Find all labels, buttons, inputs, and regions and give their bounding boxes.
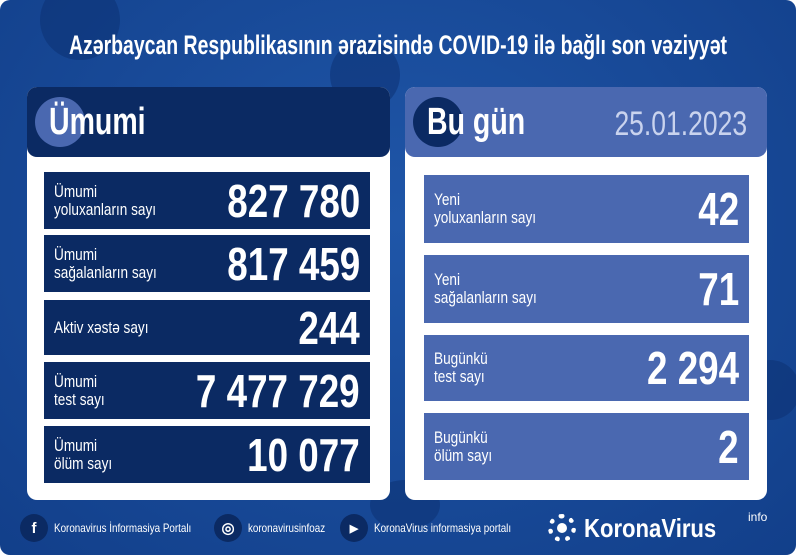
stat-value: 7 477 729 bbox=[196, 364, 360, 417]
stat-label: Ümumi yoluxanların sayı bbox=[54, 181, 157, 219]
stat-value: 2 294 bbox=[646, 342, 739, 394]
stat-value: 10 077 bbox=[247, 428, 360, 481]
stat-row: Aktiv xəstə sayı 244 bbox=[44, 300, 370, 355]
stat-row: Yeni yoluxanların sayı 42 bbox=[424, 175, 749, 243]
instagram-label: koronavirusinfoaz bbox=[248, 521, 326, 535]
stat-value: 817 459 bbox=[226, 237, 360, 290]
stat-value: 42 bbox=[698, 183, 739, 235]
stat-label: Yeni yoluxanların sayı bbox=[434, 190, 537, 227]
virus-icon bbox=[35, 97, 85, 147]
today-header: Bu gün 25.01.2023 bbox=[405, 87, 767, 157]
instagram-icon: ◎ bbox=[214, 514, 242, 542]
brand-sup: info bbox=[748, 510, 768, 524]
stat-row: Ümumi test sayı 7 477 729 bbox=[44, 362, 370, 419]
date: 25.01.2023 bbox=[614, 105, 747, 143]
stat-label: Bugünkü test sayı bbox=[434, 349, 488, 386]
stat-value: 2 bbox=[718, 420, 739, 473]
stat-row: Ümumi sağalanların sayı 817 459 bbox=[44, 235, 370, 292]
brand-name: KoronaVirus bbox=[584, 513, 717, 543]
youtube-icon: ▶ bbox=[340, 514, 368, 542]
stat-label: Ümumi ölüm sayı bbox=[54, 435, 113, 473]
total-heading: Ümumi bbox=[49, 101, 146, 143]
stat-row: Bugünkü test sayı 2 294 bbox=[424, 335, 749, 401]
stat-row: Ümumi ölüm sayı 10 077 bbox=[44, 426, 370, 483]
stat-label: Ümumi test sayı bbox=[54, 371, 105, 409]
facebook-icon: f bbox=[20, 514, 48, 542]
footer: f Koronavirus İnformasiya Portalı ◎ korona… bbox=[0, 510, 796, 545]
sun-logo-icon bbox=[548, 514, 576, 542]
facebook-label: Koronavirus İnformasiya Portalı bbox=[54, 521, 192, 535]
today-heading: Bu gün bbox=[427, 101, 526, 143]
youtube-label: KoronaVirus informasiya portalı bbox=[374, 521, 512, 535]
virus-icon bbox=[413, 97, 463, 147]
brand-logo: KoronaVirus info bbox=[548, 510, 788, 544]
today-panel: Bu gün 25.01.2023 Yeni yoluxanların sayı… bbox=[405, 87, 767, 500]
stat-label: Yeni sağalanların sayı bbox=[434, 270, 537, 307]
stat-value: 71 bbox=[698, 263, 739, 315]
page-title: Azərbaycan Respublikasının ərazisində CO… bbox=[69, 30, 727, 60]
stat-label: Ümumi sağalanların sayı bbox=[54, 244, 157, 282]
stat-value: 827 780 bbox=[226, 174, 360, 227]
stat-row: Bugünkü ölüm sayı 2 bbox=[424, 413, 749, 480]
stat-label: Bugünkü ölüm sayı bbox=[434, 427, 493, 465]
stat-row: Ümumi yoluxanların sayı 827 780 bbox=[44, 172, 370, 229]
total-panel: Ümumi Ümumi yoluxanların sayı 827 780 Ümu… bbox=[27, 87, 390, 500]
stat-value: 244 bbox=[298, 301, 360, 354]
stat-row: Yeni sağalanların sayı 71 bbox=[424, 255, 749, 323]
total-header: Ümumi bbox=[27, 87, 390, 157]
stat-label: Aktiv xəstə sayı bbox=[54, 317, 149, 337]
